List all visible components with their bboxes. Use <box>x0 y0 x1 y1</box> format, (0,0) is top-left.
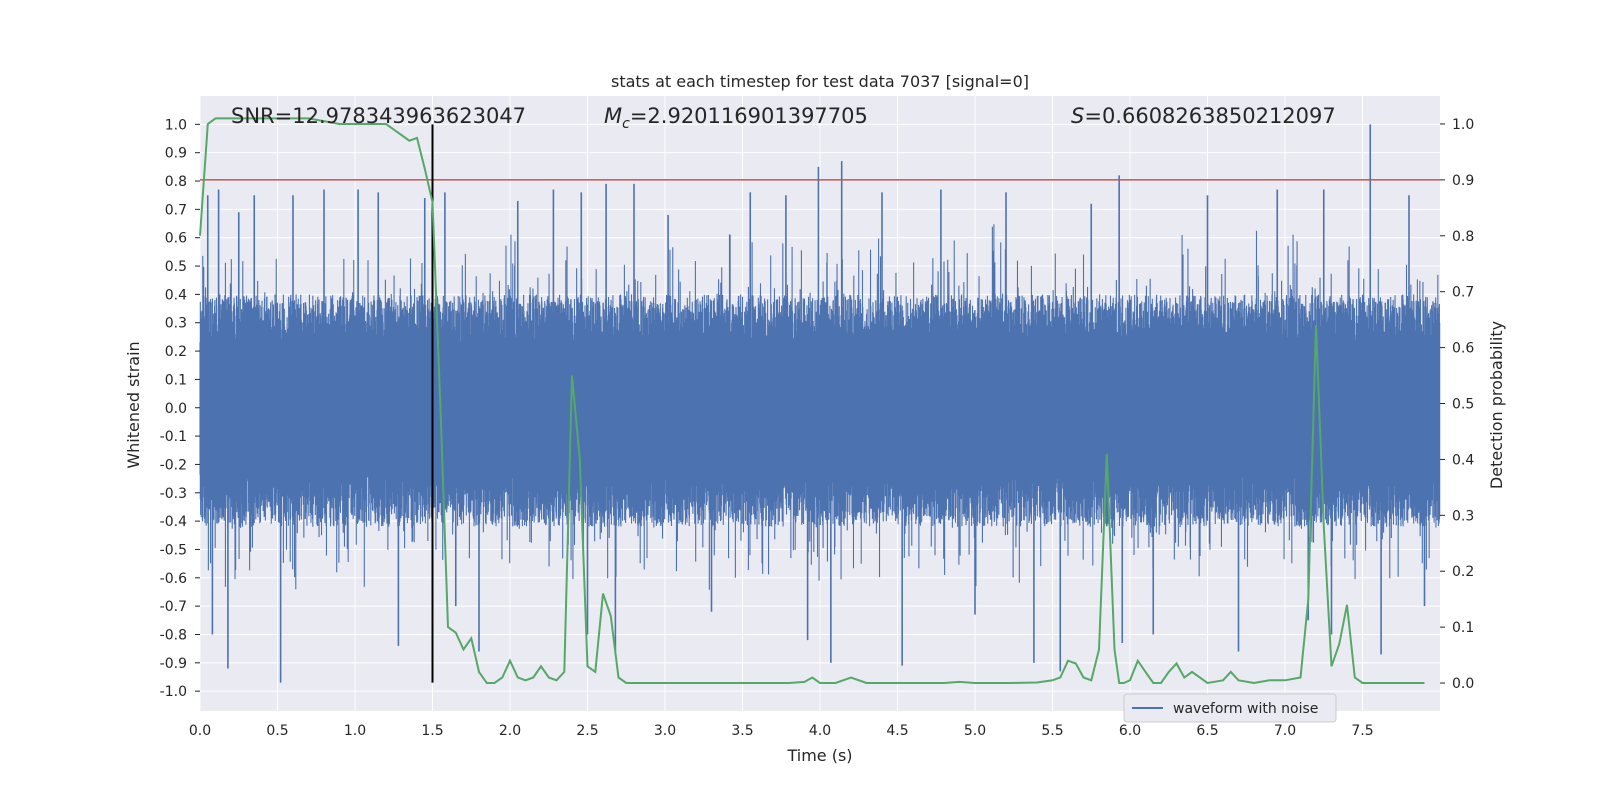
y-tick-label: 0.0 <box>165 401 187 417</box>
y-tick-label: -0.6 <box>160 571 187 587</box>
x-tick-label: 2.0 <box>499 723 521 739</box>
y2-tick-label: 0.3 <box>1452 508 1474 524</box>
x-tick-label: 6.0 <box>1119 723 1141 739</box>
x-tick-label: 5.0 <box>964 723 986 739</box>
probability-series <box>199 117 1425 685</box>
y-tick-label: -0.3 <box>160 486 187 502</box>
y-tick-label: 0.3 <box>165 316 187 332</box>
y-tick-label: -1.0 <box>160 684 187 700</box>
legend: waveform with noise <box>1123 693 1337 723</box>
s-annotation: S=0.6608263850212097 <box>1071 104 1336 128</box>
chirp-mass-symbol: M <box>604 104 622 128</box>
y-tick-label: 0.6 <box>165 231 187 247</box>
chirp-mass-annotation: Mc=2.920116901397705 <box>604 104 868 132</box>
y-tick-label: 0.7 <box>165 202 187 218</box>
x-tick-label: 6.5 <box>1196 723 1218 739</box>
y-tick-label: -0.1 <box>160 429 187 445</box>
waveform-core <box>200 351 1440 468</box>
x-tick-label: 7.5 <box>1351 723 1373 739</box>
y-tick-label: -0.5 <box>160 542 187 558</box>
x-tick-label: 1.5 <box>421 723 443 739</box>
y2-tick-label: 0.5 <box>1452 397 1474 413</box>
s-value: =0.6608263850212097 <box>1084 104 1335 128</box>
chart-title: stats at each timestep for test data 703… <box>611 72 1029 91</box>
y-tick-label: 1.0 <box>165 117 187 133</box>
y-axis-label: Whitened strain <box>124 341 143 468</box>
x-tick-label: 0.0 <box>189 723 211 739</box>
y2-tick-label: 0.8 <box>1452 229 1474 245</box>
s-symbol: S <box>1071 104 1084 128</box>
x-tick-label: 1.0 <box>344 723 366 739</box>
y-tick-label: 0.4 <box>165 287 187 303</box>
y-tick-label: -0.4 <box>160 514 187 530</box>
x-tick-label: 2.5 <box>576 723 598 739</box>
y2-tick-label: 0.1 <box>1452 620 1474 636</box>
y-tick-label: 0.1 <box>165 372 187 388</box>
y-axis-ticks: -1.0 -0.9 -0.8 -0.7 -0.6 -0.5 -0.4 -0.3 -0.2 -0.1… <box>160 117 200 700</box>
x-tick-label: 7.0 <box>1274 723 1296 739</box>
waveform-series <box>199 124 1441 683</box>
y2-tick-label: 0.2 <box>1452 564 1474 580</box>
y-tick-label: 0.2 <box>165 344 187 360</box>
x-tick-label: 3.0 <box>654 723 676 739</box>
y-tick-label: -0.8 <box>160 627 187 643</box>
y2-axis-label: Detection probability <box>1487 321 1506 489</box>
y2-tick-label: 1.0 <box>1452 117 1474 133</box>
x-tick-label: 4.0 <box>809 723 831 739</box>
y2-axis-ticks: 0.0 0.1 0.2 0.3 0.4 0.5 0.6 0.7 0.8 0.9 1.0 <box>1440 117 1474 692</box>
y2-tick-label: 0.7 <box>1452 285 1474 301</box>
chirp-mass-subscript: c <box>622 116 630 132</box>
y2-tick-label: 0.9 <box>1452 173 1474 189</box>
y-tick-label: -0.9 <box>160 656 187 672</box>
x-tick-label: 3.5 <box>731 723 753 739</box>
legend-entry: waveform with noise <box>1173 701 1318 717</box>
y-tick-label: 0.9 <box>165 146 187 162</box>
snr-annotation: SNR=12.978343963623047 <box>231 104 526 128</box>
y2-tick-label: 0.0 <box>1452 676 1474 692</box>
x-axis-ticks: 0.0 0.5 1.0 1.5 2.0 2.5 3.0 3.5 4.0 4.5 5.0 5.5 6.0 6… <box>189 723 1374 739</box>
legend-box <box>1123 693 1337 723</box>
y-tick-label: -0.7 <box>160 599 187 615</box>
x-tick-label: 4.5 <box>886 723 908 739</box>
x-tick-label: 0.5 <box>266 723 288 739</box>
probability-line <box>199 117 1425 685</box>
chirp-mass-value: =2.920116901397705 <box>630 104 868 128</box>
x-tick-label: 5.5 <box>1041 723 1063 739</box>
y2-tick-label: 0.4 <box>1452 452 1474 468</box>
y-tick-label: -0.2 <box>160 457 187 473</box>
y2-tick-label: 0.6 <box>1452 341 1474 357</box>
y-tick-label: 0.8 <box>165 174 187 190</box>
x-axis-label: Time (s) <box>786 746 852 765</box>
y-tick-label: 0.5 <box>165 259 187 275</box>
